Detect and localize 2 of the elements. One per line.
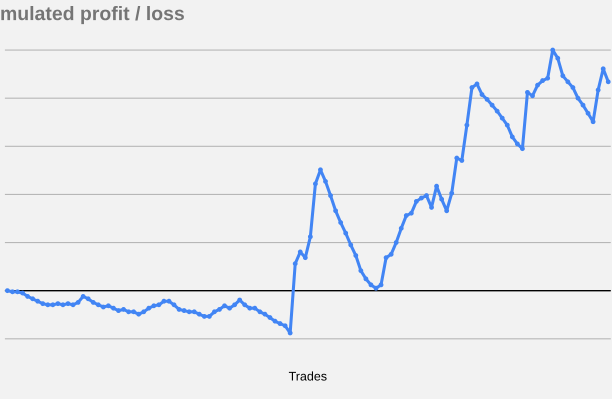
x-axis-title: Trades [288,371,327,381]
chart-title: mulated profit / loss [1,6,184,24]
